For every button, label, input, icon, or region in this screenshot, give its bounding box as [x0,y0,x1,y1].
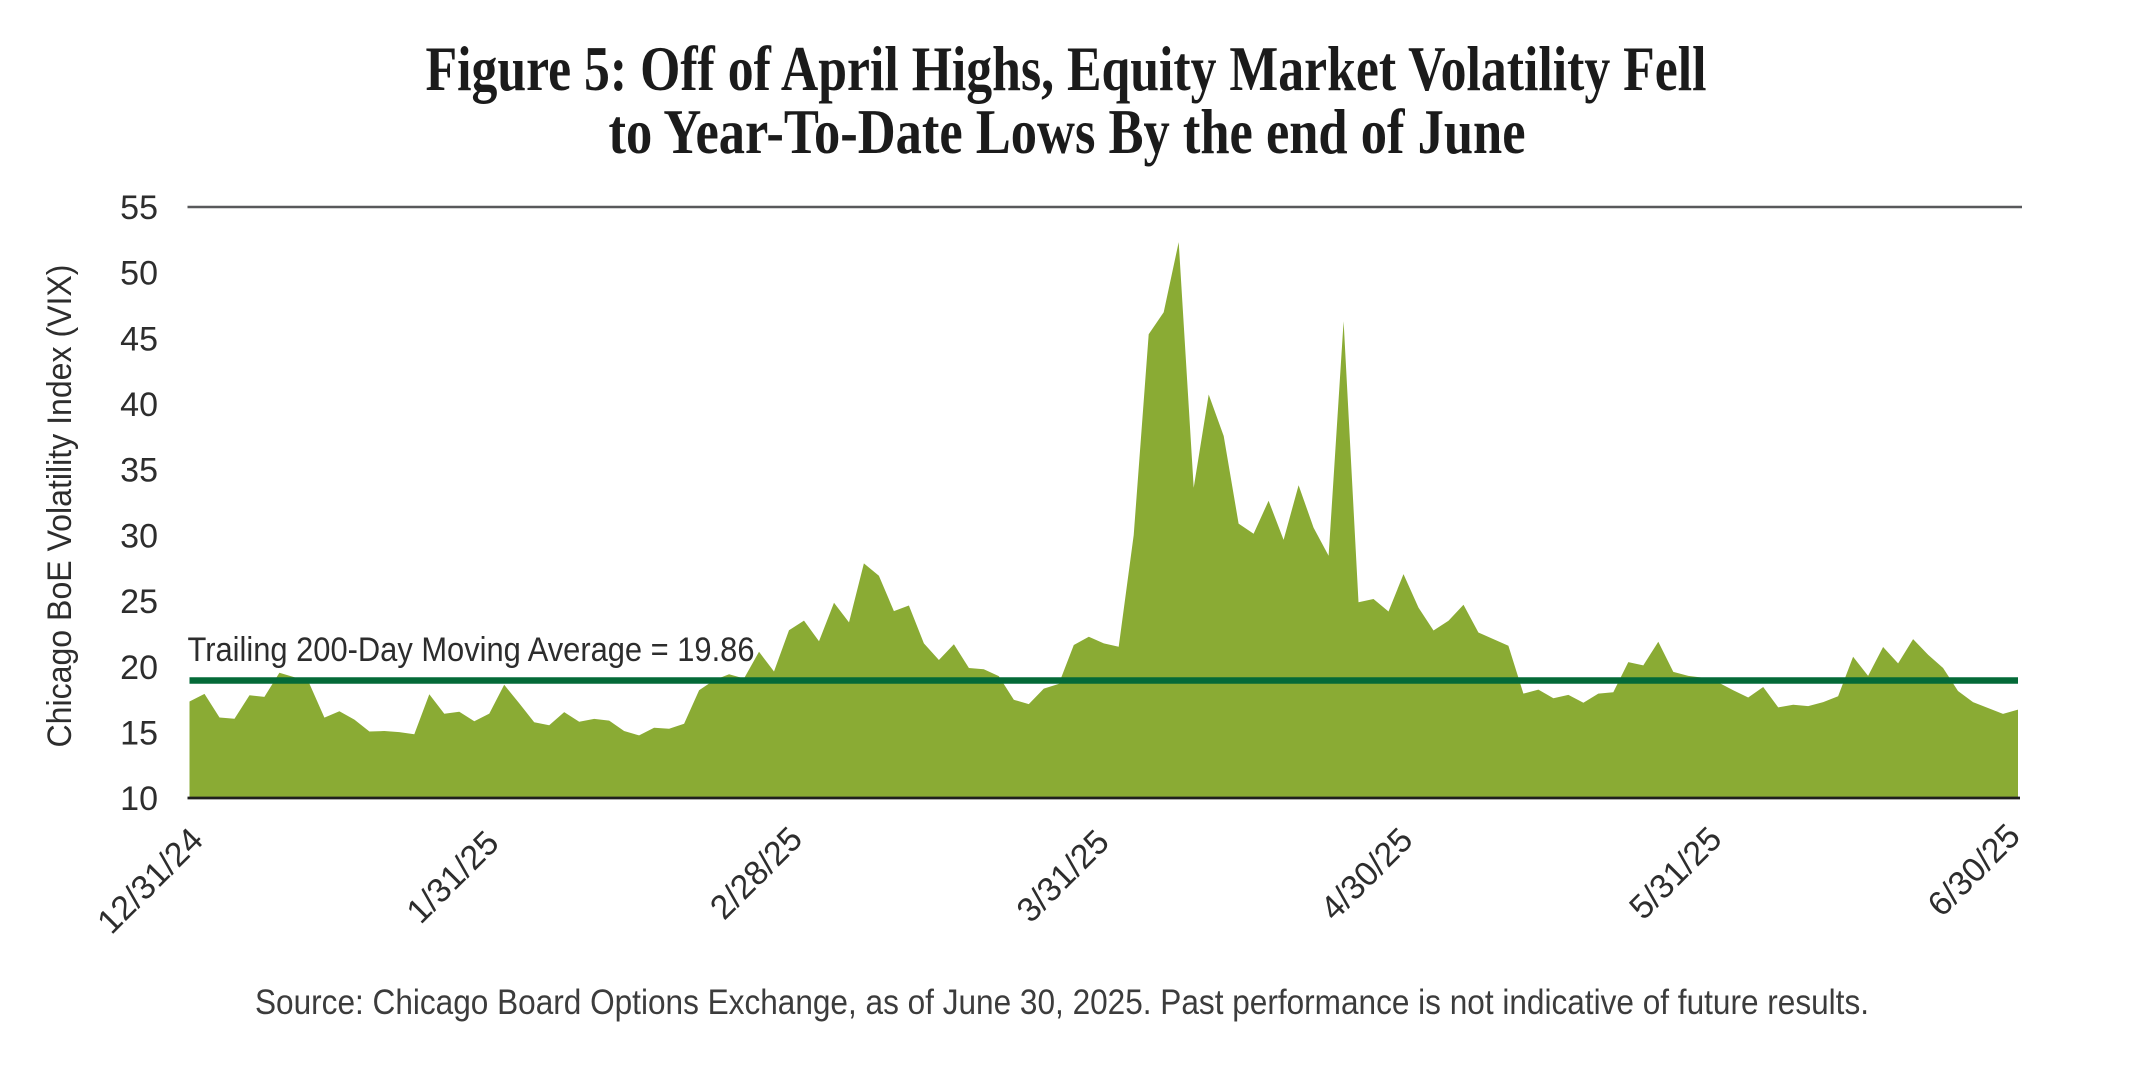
svg-text:30: 30 [120,517,158,555]
svg-text:Source: Chicago Board Options: Source: Chicago Board Options Exchange, … [255,983,1869,1022]
svg-text:25: 25 [120,583,158,621]
svg-text:to Year-To-Date Lows By the en: to Year-To-Date Lows By the end of June [609,96,1526,167]
svg-text:Chicago BoE Volatility Index (: Chicago BoE Volatility Index (VIX) [41,265,79,748]
svg-text:10: 10 [120,780,158,818]
svg-text:55: 55 [120,189,158,227]
svg-text:Trailing 200-Day Moving Averag: Trailing 200-Day Moving Average = 19.86 [188,631,755,669]
svg-text:Figure 5: Off of April Highs,: Figure 5: Off of April Highs, Equity Mar… [426,33,1707,104]
svg-text:40: 40 [120,386,158,424]
svg-text:20: 20 [120,649,158,687]
svg-text:50: 50 [120,255,158,293]
svg-text:15: 15 [120,714,158,752]
svg-text:35: 35 [120,452,158,490]
svg-text:45: 45 [120,320,158,358]
